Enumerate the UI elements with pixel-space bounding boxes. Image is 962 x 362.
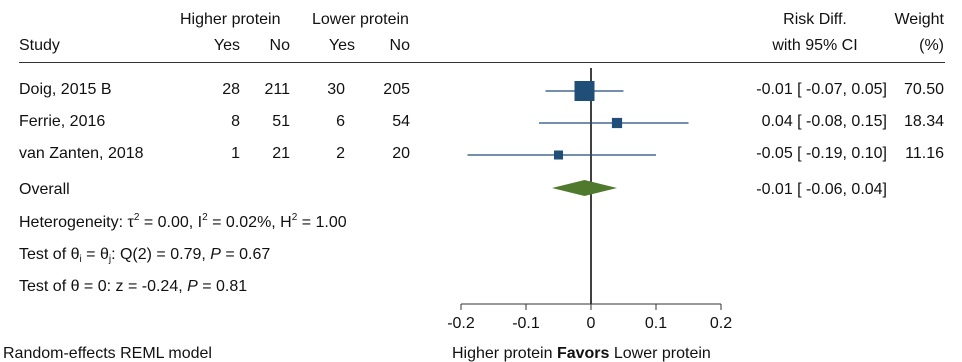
effect-marker (554, 150, 563, 160)
x-tick-label: 0.2 (710, 315, 732, 332)
no2-header: No (389, 37, 410, 54)
overall-effect-test-text: Test of θ = 0: z = -0.24, P = 0.81 (19, 278, 248, 295)
no1-cell: 211 (264, 81, 290, 98)
model-note: Random-effects REML model (3, 345, 212, 362)
overall-diamond (552, 180, 617, 196)
study-header: Study (19, 37, 60, 54)
weight-header-line2: (%) (919, 37, 944, 54)
yes2-cell: 2 (336, 145, 345, 162)
x-tick-label: 0.1 (645, 315, 667, 332)
x-tick-label: 0 (587, 315, 596, 332)
weight-cell: 70.50 (903, 81, 944, 98)
x-tick-label: -0.2 (447, 315, 475, 332)
no1-header: No (269, 37, 290, 54)
yes1-cell: 1 (231, 145, 240, 162)
group2-header: Lower protein (312, 11, 409, 28)
x-tick-label: -0.1 (512, 315, 540, 332)
effect-header-line2: with 95% CI (772, 37, 858, 54)
no2-cell: 205 (383, 81, 410, 98)
effect-marker (611, 117, 623, 129)
weight-cell: 11.16 (905, 145, 944, 162)
weight-cell: 18.34 (903, 113, 944, 130)
weight-header-line1: Weight (894, 11, 944, 28)
no1-cell: 51 (272, 113, 290, 130)
favors-label: Higher protein Favors Lower protein (452, 345, 711, 362)
yes1-cell: 28 (222, 81, 240, 98)
overall-label: Overall (19, 181, 70, 198)
study-name: Doig, 2015 B (19, 81, 112, 98)
ci-text: -0.05 [ -0.19, 0.10] (756, 145, 887, 162)
yes2-cell: 6 (336, 113, 345, 130)
heterogeneity-text: Heterogeneity: τ2 = 0.00, I2 = 0.02%, H2… (19, 212, 347, 231)
ci-text: 0.04 [ -0.08, 0.15] (761, 113, 887, 130)
study-name: Ferrie, 2016 (19, 113, 106, 130)
group1-header: Higher protein (180, 11, 281, 28)
study-name: van Zanten, 2018 (19, 145, 144, 162)
effect-marker (574, 81, 595, 101)
overall-ci-text: -0.01 [ -0.06, 0.04] (756, 181, 887, 198)
homogeneity-test-text: Test of θi = θj: Q(2) = 0.79, P = 0.67 (19, 246, 271, 265)
header-separator (19, 62, 945, 63)
yes1-header: Yes (213, 37, 240, 54)
no2-cell: 54 (392, 113, 410, 130)
ci-text: -0.01 [ -0.07, 0.05] (756, 81, 887, 98)
effect-header-line1: Risk Diff. (783, 11, 847, 28)
yes2-cell: 30 (327, 81, 345, 98)
yes1-cell: 8 (231, 113, 240, 130)
no2-cell: 20 (392, 145, 410, 162)
no1-cell: 21 (272, 145, 290, 162)
yes2-header: Yes (328, 37, 355, 54)
